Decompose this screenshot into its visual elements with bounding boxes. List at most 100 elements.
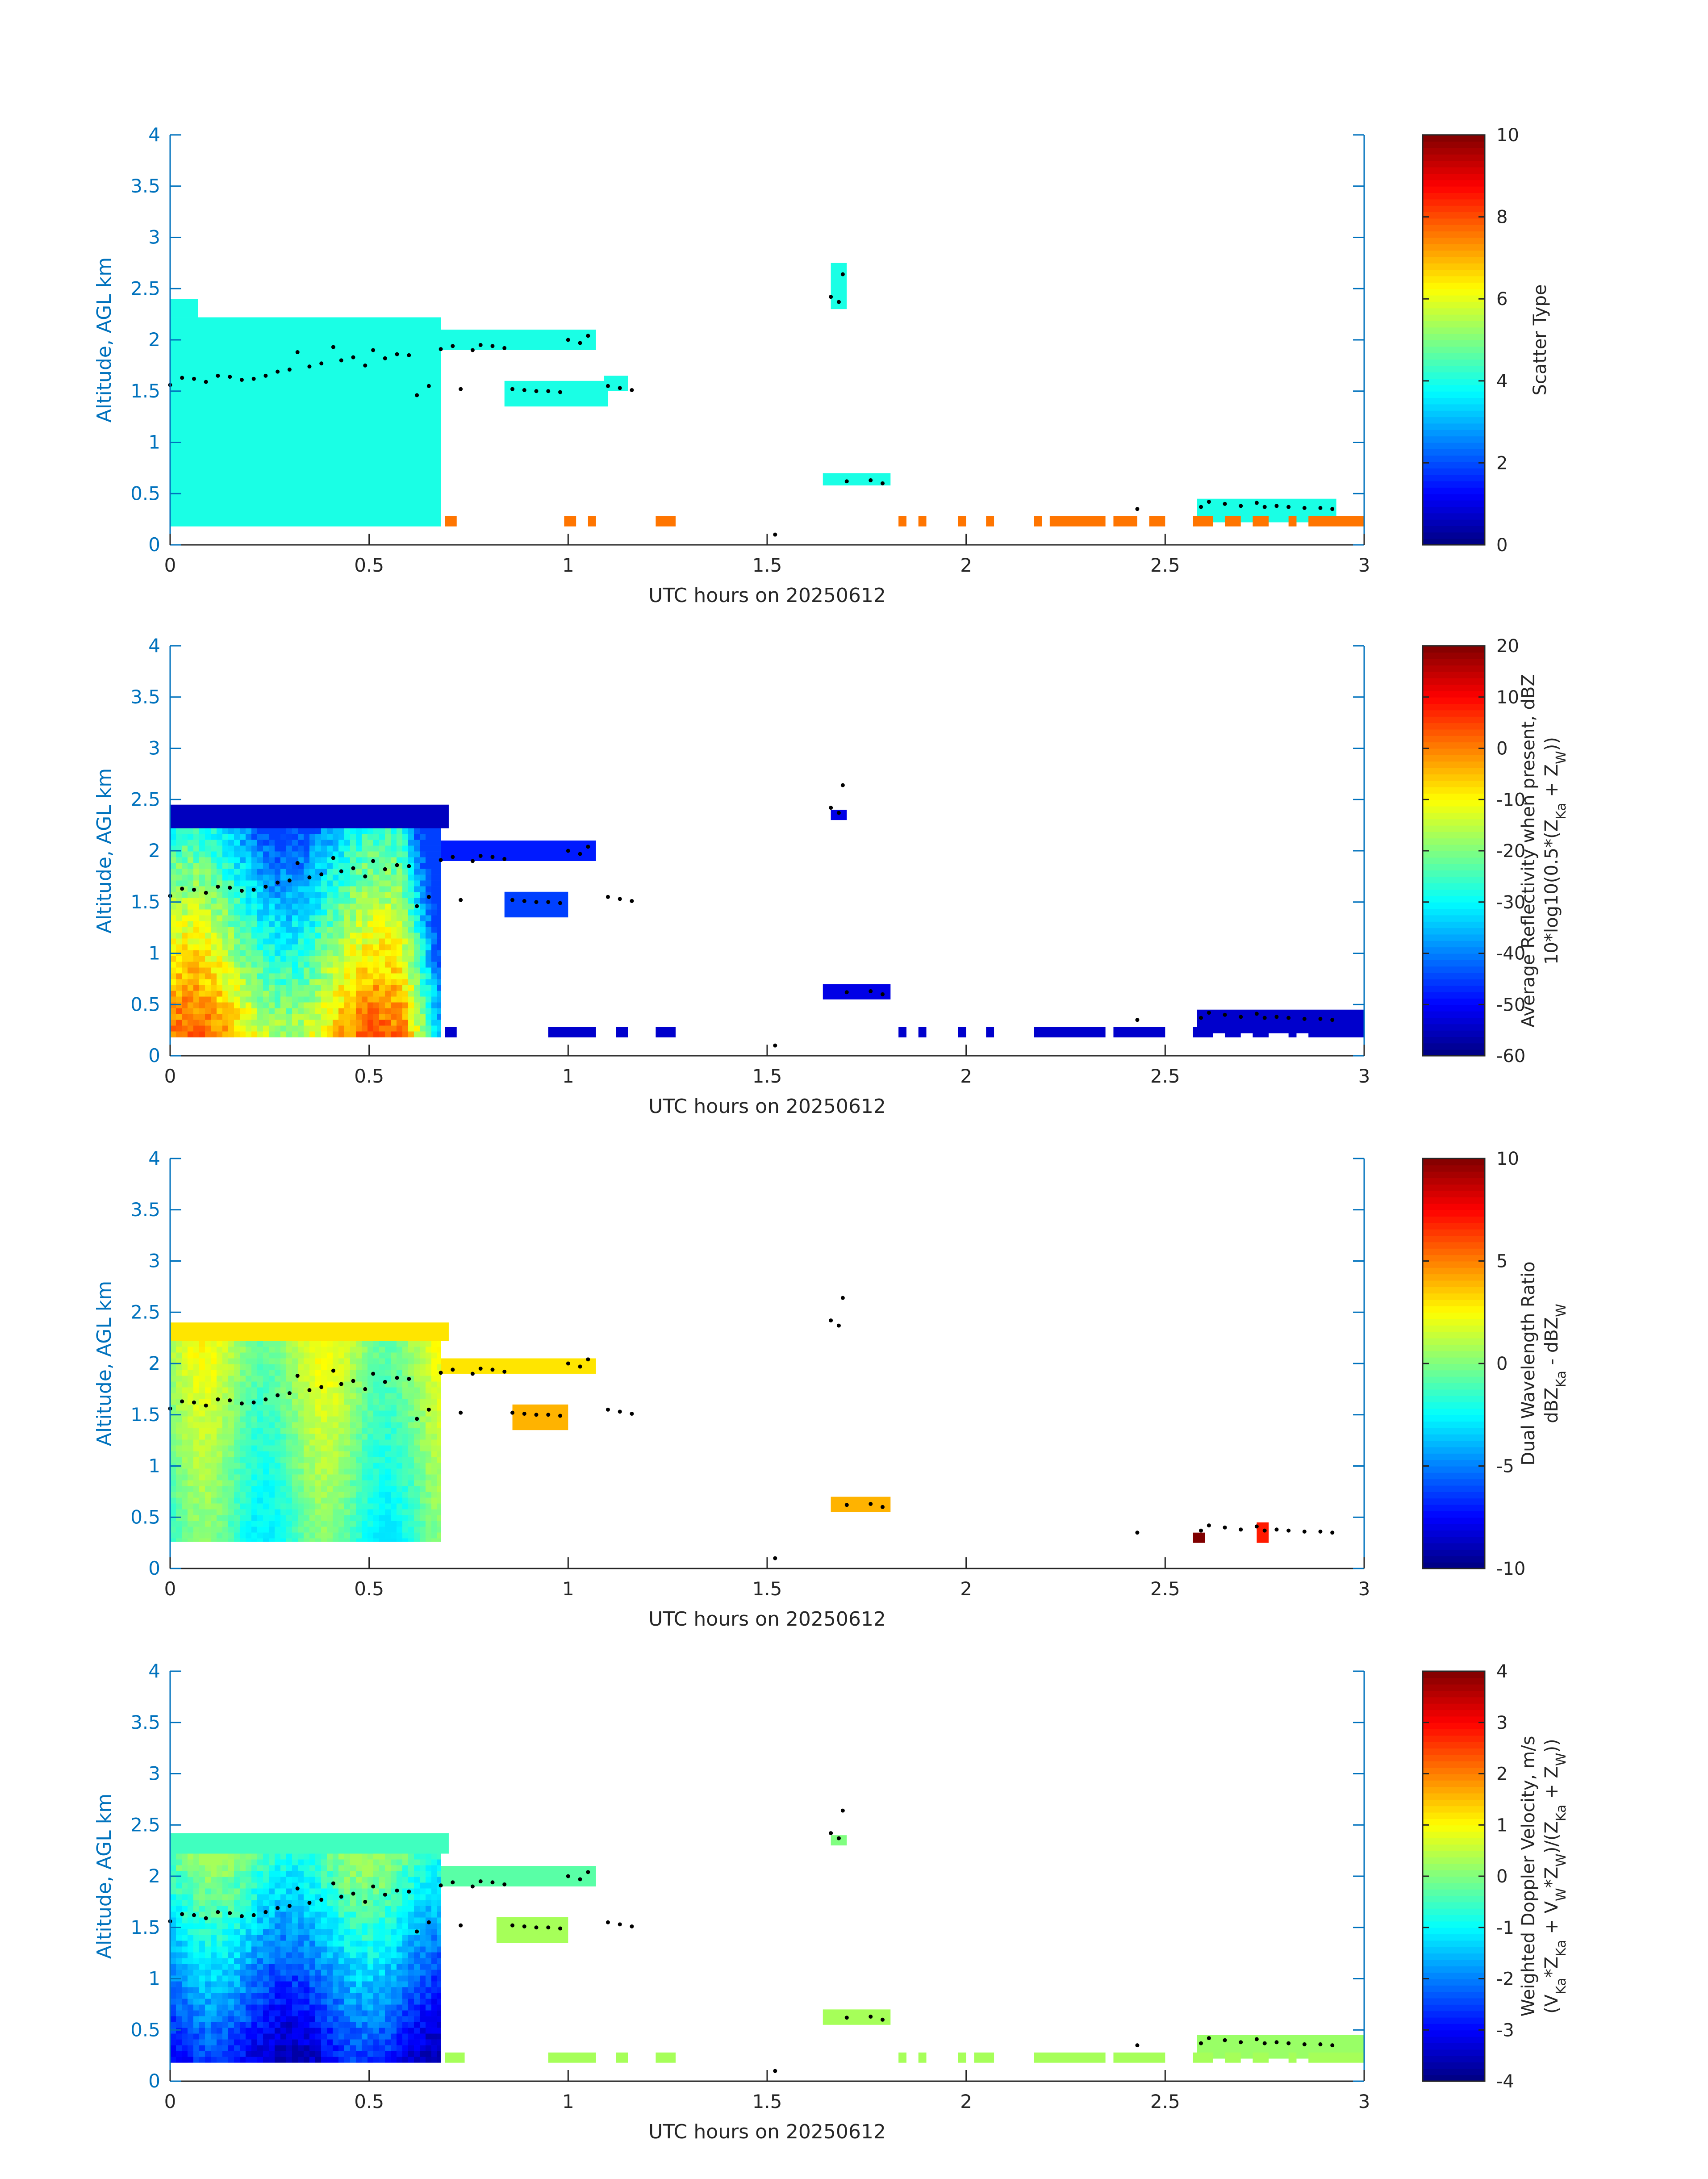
heatmap-cell (292, 1900, 298, 1906)
heatmap-cell (408, 1428, 414, 1434)
heatmap-cell (426, 1341, 431, 1347)
heatmap-cell (170, 962, 176, 968)
heatmap-cell (350, 945, 356, 950)
heatmap-cell (431, 1417, 437, 1422)
heatmap-cell (228, 2051, 234, 2057)
heatmap-cell (420, 968, 426, 974)
heatmap-cell (437, 1475, 441, 1481)
heatmap-cell (309, 1411, 315, 1417)
marker-point (471, 1372, 475, 1376)
heatmap-cell (391, 997, 397, 1003)
colorbar-swatch (1423, 301, 1485, 308)
heatmap-cell (211, 1440, 217, 1446)
heatmap-cell (251, 939, 257, 945)
heatmap-cell (298, 2057, 304, 2063)
heatmap-cell (286, 1854, 292, 1860)
heatmap-cell (228, 828, 234, 834)
heatmap-cell (217, 1032, 222, 1037)
heatmap-cell (176, 1515, 182, 1521)
marker-point (1274, 1015, 1278, 1019)
heatmap-cell (280, 1900, 286, 1906)
heatmap-cell (234, 1964, 240, 1970)
heatmap-cell (292, 939, 298, 945)
heatmap-cell (217, 974, 222, 979)
heatmap-cell (263, 1440, 269, 1446)
heatmap-cell (414, 1440, 420, 1446)
heatmap-cell (362, 950, 367, 956)
heatmap-cell (222, 950, 228, 956)
heatmap-cell (385, 991, 391, 997)
heatmap-cell (315, 857, 321, 863)
heatmap-cell (182, 1958, 188, 1964)
heatmap-cell (315, 1970, 321, 1976)
heatmap-cell (263, 1434, 269, 1440)
colorbar-swatch (1423, 1274, 1485, 1280)
heatmap-cell (251, 910, 257, 916)
heatmap-cell (315, 1999, 321, 2005)
heatmap-cell (298, 1935, 304, 1941)
heatmap-cell (257, 2034, 263, 2040)
marker-point (1255, 501, 1259, 505)
heatmap-cell (222, 1527, 228, 1533)
heatmap-cell (188, 1341, 193, 1347)
marker-point (510, 898, 514, 902)
heatmap-cell (426, 1440, 431, 1446)
heatmap-cell (321, 1020, 327, 1026)
heatmap-cell (217, 991, 222, 997)
heatmap-cell (263, 1446, 269, 1451)
heatmap-cell (246, 828, 251, 834)
heatmap-cell (356, 1492, 362, 1498)
heatmap-cell (292, 898, 298, 904)
heatmap-cell (269, 1964, 275, 1970)
heatmap-cell (298, 1982, 304, 1987)
heatmap-cell (391, 979, 397, 985)
heatmap-cell (251, 904, 257, 910)
heatmap-cell (298, 1929, 304, 1935)
heatmap-cell (222, 1935, 228, 1941)
heatmap-cell (188, 1999, 193, 2005)
heatmap-cell (275, 852, 280, 857)
y-tick-label: 0 (148, 1557, 160, 1579)
heatmap-cell (309, 881, 315, 887)
marker-point (1223, 502, 1227, 506)
colorbar-swatch (1423, 1351, 1485, 1357)
heatmap-cell (420, 1469, 426, 1475)
heatmap-cell (298, 1475, 304, 1481)
heatmap-cell (217, 1014, 222, 1020)
heatmap-cell (263, 945, 269, 950)
heatmap-cell (397, 916, 402, 921)
heatmap-cell (286, 1411, 292, 1417)
heatmap-cell (298, 2005, 304, 2011)
heatmap-cell (275, 892, 280, 898)
colorbar-swatch (1423, 1460, 1485, 1466)
heatmap-cell (228, 1376, 234, 1382)
heatmap-cell (402, 1393, 408, 1399)
heatmap-cell (275, 1895, 280, 1900)
heatmap-cell (304, 1469, 309, 1475)
heatmap-cell (257, 968, 263, 974)
heatmap-cell (275, 1405, 280, 1411)
heatmap-cell (385, 1539, 391, 1542)
heatmap-cell (217, 1370, 222, 1376)
heatmap-cell (234, 852, 240, 857)
heatmap-cell (379, 927, 385, 933)
heatmap-cell (286, 1481, 292, 1486)
heatmap-cell (251, 1417, 257, 1422)
heatmap-cell (362, 1510, 367, 1515)
heatmap-cell (188, 1883, 193, 1889)
heatmap-cell (251, 1451, 257, 1457)
heatmap-cell (269, 1860, 275, 1865)
heatmap-cell (420, 1521, 426, 1527)
marker-point (502, 1370, 506, 1374)
heatmap-cell (431, 1440, 437, 1446)
heatmap-cell (176, 834, 182, 840)
heatmap-cell (251, 1422, 257, 1428)
heatmap-cell (397, 1411, 402, 1417)
heatmap-cell (397, 968, 402, 974)
heatmap-cell (414, 1463, 420, 1469)
heatmap-cell (304, 968, 309, 974)
heatmap-cell (315, 881, 321, 887)
heatmap-cell (315, 1370, 321, 1376)
heatmap-cell (298, 840, 304, 846)
heatmap-cell (182, 869, 188, 875)
